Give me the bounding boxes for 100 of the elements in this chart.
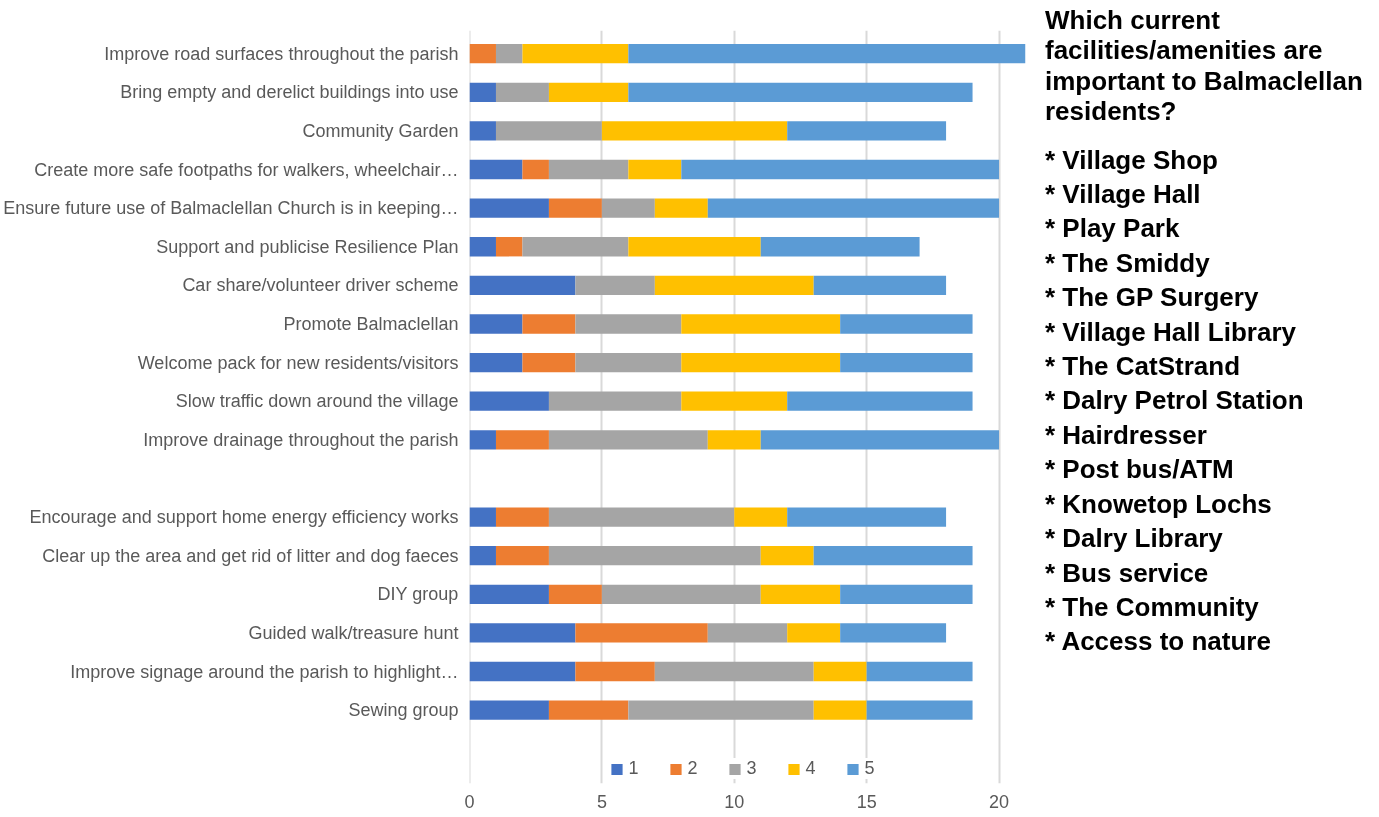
bar <box>469 82 496 102</box>
bar <box>813 275 947 296</box>
x-tick-label: 10 <box>724 791 745 812</box>
bar <box>548 198 602 218</box>
bar <box>469 159 523 180</box>
bar <box>495 546 549 566</box>
text: * Village Hall <box>1045 179 1202 210</box>
bar <box>787 121 947 141</box>
bar <box>469 352 523 373</box>
bar <box>548 391 682 411</box>
y-tick-label: Welcome pack for new residents/visitors <box>137 352 459 373</box>
y-tick-label: Encourage and support home energy efficiency works <box>29 507 459 528</box>
y-tick-label: Car share/volunteer driver scheme <box>182 275 459 296</box>
bar <box>495 507 549 527</box>
bar <box>654 661 814 682</box>
text: * Village Shop <box>1045 144 1219 176</box>
bar <box>575 352 682 373</box>
x-tick-label: 0 <box>464 791 475 812</box>
bar <box>760 546 814 566</box>
bar <box>760 430 1000 450</box>
bar <box>469 44 496 64</box>
bar <box>813 661 867 682</box>
bar <box>548 430 708 450</box>
bar <box>495 121 602 141</box>
bar <box>787 623 841 643</box>
bar <box>522 237 629 257</box>
bar <box>601 198 655 218</box>
bar <box>522 44 629 64</box>
bar <box>707 623 788 643</box>
bar <box>548 584 602 604</box>
bar <box>681 391 788 411</box>
bar <box>787 391 973 411</box>
bar <box>469 584 549 604</box>
text: * Knowetop Lochs <box>1045 488 1273 520</box>
bar <box>681 352 841 373</box>
bar <box>469 623 576 643</box>
bar <box>522 159 549 180</box>
bar <box>628 159 682 180</box>
bar <box>866 700 973 720</box>
bar <box>469 391 549 411</box>
bar <box>840 314 973 334</box>
y-tick-label: Improve drainage throughout the parish <box>143 429 459 450</box>
legend-label: 2 <box>687 758 699 779</box>
bar <box>575 275 655 296</box>
bar <box>495 430 549 450</box>
bar <box>469 237 496 257</box>
legend-label: 3 <box>746 758 758 779</box>
bar <box>760 584 841 604</box>
bar <box>548 507 735 527</box>
text: * Village Hall Library <box>1045 316 1297 348</box>
bar <box>813 700 867 720</box>
y-tick-label: Guided walk/treasure hunt <box>248 622 459 643</box>
y-tick-label: Slow traffic down around the village <box>175 391 459 412</box>
bar <box>628 700 814 720</box>
y-tick-label: Clear up the area and get rid of litter and dog faeces <box>42 545 459 566</box>
text: * Play Park <box>1045 213 1181 244</box>
bar <box>548 82 629 102</box>
y-tick-label: Improve road surfaces throughout the parish <box>104 43 459 64</box>
bar <box>469 121 496 141</box>
legend-label: 1 <box>628 758 640 779</box>
bar <box>707 198 1000 218</box>
bar <box>495 44 523 64</box>
bar <box>469 430 496 450</box>
y-tick-label: Sewing group <box>348 700 459 721</box>
bar <box>575 623 708 643</box>
bar <box>548 700 629 720</box>
text: * Access to nature <box>1045 626 1272 657</box>
legend-label: 4 <box>805 758 817 779</box>
bar <box>469 314 523 334</box>
bar <box>840 584 973 604</box>
y-tick-label: Create more safe footpaths for walkers, wheelchair… <box>34 159 459 180</box>
bar <box>787 507 947 527</box>
bar <box>575 314 682 334</box>
bar <box>601 584 761 604</box>
bar <box>840 623 947 643</box>
legend-label: 5 <box>864 758 876 779</box>
bar <box>601 121 788 141</box>
x-tick-label: 5 <box>596 791 607 812</box>
bar <box>628 44 1026 64</box>
text: * The CatStrand <box>1045 351 1242 382</box>
bar <box>628 237 761 257</box>
y-tick-label: Ensure future use of Balmaclellan Church is in keeping… <box>3 198 459 219</box>
text: * Hairdresser <box>1045 419 1208 451</box>
bar <box>760 237 920 257</box>
bar <box>469 546 496 566</box>
text: * The Community <box>1045 591 1260 623</box>
text: * Bus service <box>1045 557 1210 588</box>
text: * Dalry Petrol Station <box>1045 385 1305 416</box>
bar <box>469 661 576 682</box>
bar <box>469 198 549 218</box>
y-tick-label: DIY group <box>377 584 459 605</box>
bar <box>495 237 523 257</box>
text: * Post bus/ATM <box>1045 454 1235 485</box>
text: * The GP Surgery <box>1045 282 1260 313</box>
text: * Dalry Library <box>1045 523 1224 554</box>
bar <box>707 430 761 450</box>
bar <box>522 352 576 373</box>
bar <box>654 198 708 218</box>
bar <box>681 159 1000 180</box>
y-tick-label: Community Garden <box>302 120 459 141</box>
